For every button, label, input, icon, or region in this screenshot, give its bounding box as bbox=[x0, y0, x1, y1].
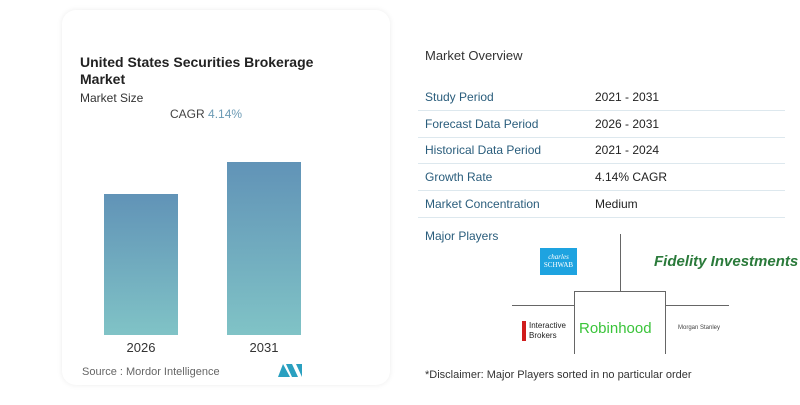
chart-subtitle: Market Size bbox=[80, 91, 144, 105]
player-logo-schwab: charles SCHWAB bbox=[540, 248, 577, 275]
x-tick-label: 2031 bbox=[249, 340, 279, 355]
row-value: 4.14% CAGR bbox=[595, 170, 668, 185]
overview-row: Market Concentration Medium bbox=[418, 191, 785, 218]
bar-2026 bbox=[104, 193, 178, 335]
player-logo-interactive-brokers: Interactive Brokers bbox=[522, 321, 574, 341]
player-logo-fidelity: Fidelity Investments bbox=[654, 253, 799, 270]
overview-row: Historical Data Period 2021 - 2024 bbox=[418, 137, 785, 165]
row-value: 2026 - 2031 bbox=[595, 116, 660, 131]
x-tick-label: 2026 bbox=[126, 340, 156, 355]
major-players-label: Major Players bbox=[425, 229, 499, 243]
source-text: Source : Mordor Intelligence bbox=[82, 366, 220, 378]
row-label: Historical Data Period bbox=[425, 143, 542, 158]
bar-2031 bbox=[227, 162, 301, 335]
cagr-value: 4.14% bbox=[208, 107, 243, 121]
overview-title: Market Overview bbox=[425, 48, 523, 63]
overview-row: Forecast Data Period 2026 - 2031 bbox=[418, 111, 785, 138]
overview-row: Growth Rate 4.14% CAGR bbox=[418, 164, 785, 192]
chart-title: United States Securities Brokerage Marke… bbox=[80, 54, 314, 87]
overview-row: Study Period 2021 - 2031 bbox=[418, 84, 785, 111]
divider bbox=[620, 234, 621, 291]
row-value: 2021 - 2024 bbox=[595, 143, 660, 158]
divider bbox=[512, 305, 575, 306]
disclaimer: *Disclaimer: Major Players sorted in no … bbox=[425, 369, 692, 381]
divider bbox=[665, 305, 729, 306]
row-label: Market Concentration bbox=[425, 196, 540, 211]
row-value: 2021 - 2031 bbox=[595, 90, 660, 104]
row-label: Study Period bbox=[425, 90, 494, 104]
row-label: Growth Rate bbox=[425, 170, 493, 185]
featured-player-box bbox=[574, 291, 666, 354]
row-value: Medium bbox=[595, 196, 638, 211]
row-label: Forecast Data Period bbox=[425, 116, 539, 131]
cagr-text: CAGR bbox=[170, 107, 205, 121]
cagr-label: CAGR 4.14% bbox=[170, 107, 242, 121]
player-logo-robinhood: Robinhood bbox=[579, 320, 652, 337]
player-logo-morgan-stanley: Morgan Stanley bbox=[678, 325, 721, 331]
mordor-logo-icon bbox=[278, 364, 302, 377]
